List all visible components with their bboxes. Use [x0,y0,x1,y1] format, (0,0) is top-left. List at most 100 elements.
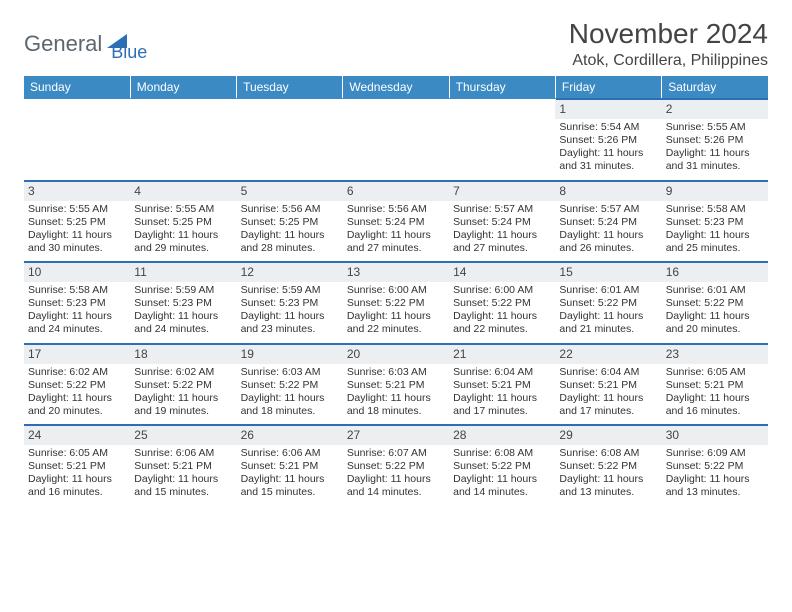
cell-line: Sunset: 5:21 PM [347,379,445,392]
day-number: 14 [449,263,555,282]
cell-line: Daylight: 11 hours and 27 minutes. [453,229,551,255]
day-number: 24 [24,426,130,445]
cell-line: Sunrise: 5:58 AM [666,203,764,216]
cell-line: Daylight: 11 hours and 24 minutes. [134,310,232,336]
day-number: 30 [662,426,768,445]
calendar-cell: 11Sunrise: 5:59 AMSunset: 5:23 PMDayligh… [130,262,236,344]
cell-line: Daylight: 11 hours and 14 minutes. [347,473,445,499]
cell-line: Sunset: 5:25 PM [28,216,126,229]
calendar-cell: 27Sunrise: 6:07 AMSunset: 5:22 PMDayligh… [343,425,449,506]
day-number: 4 [130,182,236,201]
calendar-cell: 25 Sunrise: 6:06 AMSunset: 5:21 PMDayligh… [130,425,236,506]
calendar-cell: 17Sunrise: 6:02 AMSunset: 5:22 PMDayligh… [24,344,130,426]
cell-line: Daylight: 11 hours and 19 minutes. [134,392,232,418]
calendar-cell [343,99,449,181]
cell-line: Sunrise: 5:57 AM [453,203,551,216]
day-number: 25 [130,426,236,445]
day-header: Friday [555,76,661,99]
day-number: 29 [555,426,661,445]
cell-line: Sunset: 5:21 PM [241,460,339,473]
day-header: Wednesday [343,76,449,99]
cell-line: Sunrise: 6:04 AM [453,366,551,379]
cell-line: Daylight: 11 hours and 16 minutes. [28,473,126,499]
cell-line: Daylight: 11 hours and 13 minutes. [666,473,764,499]
calendar-cell: 12Sunrise: 5:59 AMSunset: 5:23 PMDayligh… [237,262,343,344]
day-number: 18 [130,345,236,364]
calendar-week: 1Sunrise: 5:54 AMSunset: 5:26 PMDaylight… [24,99,768,181]
calendar-cell: 16Sunrise: 6:01 AMSunset: 5:22 PMDayligh… [662,262,768,344]
calendar-cell: 2Sunrise: 5:55 AMSunset: 5:26 PMDaylight… [662,99,768,181]
calendar-cell [237,99,343,181]
day-number: 23 [662,345,768,364]
cell-line: Sunset: 5:21 PM [559,379,657,392]
cell-line: Daylight: 11 hours and 23 minutes. [241,310,339,336]
day-number: 8 [555,182,661,201]
calendar-cell [24,99,130,181]
cell-line: Daylight: 11 hours and 13 minutes. [559,473,657,499]
cell-line: Sunset: 5:21 PM [28,460,126,473]
day-number: 3 [24,182,130,201]
calendar-cell: 22Sunrise: 6:04 AMSunset: 5:21 PMDayligh… [555,344,661,426]
cell-line: Sunset: 5:22 PM [559,460,657,473]
cell-line: Sunrise: 6:01 AM [559,284,657,297]
calendar-cell: 28Sunrise: 6:08 AMSunset: 5:22 PMDayligh… [449,425,555,506]
calendar-cell [130,99,236,181]
logo-text-general: General [24,31,102,57]
header: General Blue November 2024 Atok, Cordill… [24,18,768,70]
calendar-week: 17Sunrise: 6:02 AMSunset: 5:22 PMDayligh… [24,344,768,426]
cell-line: Sunrise: 5:56 AM [241,203,339,216]
cell-line: Daylight: 11 hours and 17 minutes. [559,392,657,418]
calendar-cell: 5Sunrise: 5:56 AMSunset: 5:25 PMDaylight… [237,181,343,263]
cell-line: Sunrise: 5:55 AM [666,121,764,134]
cell-line: Daylight: 11 hours and 14 minutes. [453,473,551,499]
day-header: Thursday [449,76,555,99]
cell-line: Sunset: 5:22 PM [453,297,551,310]
cell-line: Sunrise: 6:00 AM [453,284,551,297]
cell-line: Sunset: 5:25 PM [241,216,339,229]
calendar-table: SundayMondayTuesdayWednesdayThursdayFrid… [24,76,768,506]
cell-line: Sunset: 5:21 PM [666,379,764,392]
day-number: 13 [343,263,449,282]
calendar-cell: 4Sunrise: 5:55 AMSunset: 5:25 PMDaylight… [130,181,236,263]
calendar-week: 24Sunrise: 6:05 AMSunset: 5:21 PMDayligh… [24,425,768,506]
title-block: November 2024 Atok, Cordillera, Philippi… [569,18,768,70]
day-number: 21 [449,345,555,364]
calendar-cell: 24Sunrise: 6:05 AMSunset: 5:21 PMDayligh… [24,425,130,506]
cell-line: Daylight: 11 hours and 26 minutes. [559,229,657,255]
cell-line: Daylight: 11 hours and 16 minutes. [666,392,764,418]
calendar-cell: 29Sunrise: 6:08 AMSunset: 5:22 PMDayligh… [555,425,661,506]
cell-line: Daylight: 11 hours and 25 minutes. [666,229,764,255]
cell-line: Sunset: 5:21 PM [134,460,232,473]
cell-line: Sunset: 5:22 PM [666,460,764,473]
cell-line: Sunset: 5:24 PM [347,216,445,229]
cell-line: Sunrise: 6:09 AM [666,447,764,460]
cell-line: Sunset: 5:21 PM [453,379,551,392]
cell-line: Daylight: 11 hours and 20 minutes. [28,392,126,418]
cell-line: Daylight: 11 hours and 18 minutes. [241,392,339,418]
calendar-cell: 23 Sunrise: 6:05 AMSunset: 5:21 PMDayligh… [662,344,768,426]
cell-line: Daylight: 11 hours and 29 minutes. [134,229,232,255]
day-number: 7 [449,182,555,201]
calendar-cell: 9Sunrise: 5:58 AMSunset: 5:23 PMDaylight… [662,181,768,263]
cell-line: Sunrise: 6:02 AM [134,366,232,379]
cell-line: Daylight: 11 hours and 17 minutes. [453,392,551,418]
cell-line: Daylight: 11 hours and 15 minutes. [134,473,232,499]
calendar-cell: 8Sunrise: 5:57 AMSunset: 5:24 PMDaylight… [555,181,661,263]
cell-line: Sunset: 5:26 PM [559,134,657,147]
day-number: 26 [237,426,343,445]
calendar-cell: 13Sunrise: 6:00 AMSunset: 5:22 PMDayligh… [343,262,449,344]
cell-line: Sunset: 5:23 PM [134,297,232,310]
calendar-cell: 30 Sunrise: 6:09 AMSunset: 5:22 PMDayligh… [662,425,768,506]
cell-line: Sunrise: 6:06 AM [134,447,232,460]
cell-line: Sunrise: 6:03 AM [347,366,445,379]
calendar-cell: 3Sunrise: 5:55 AMSunset: 5:25 PMDaylight… [24,181,130,263]
day-header: Sunday [24,76,130,99]
day-number: 27 [343,426,449,445]
cell-line: Sunset: 5:22 PM [666,297,764,310]
day-number: 2 [662,100,768,119]
day-number: 15 [555,263,661,282]
calendar-cell: 20Sunrise: 6:03 AMSunset: 5:21 PMDayligh… [343,344,449,426]
day-number: 28 [449,426,555,445]
day-number: 1 [555,100,661,119]
cell-line: Sunrise: 6:05 AM [666,366,764,379]
